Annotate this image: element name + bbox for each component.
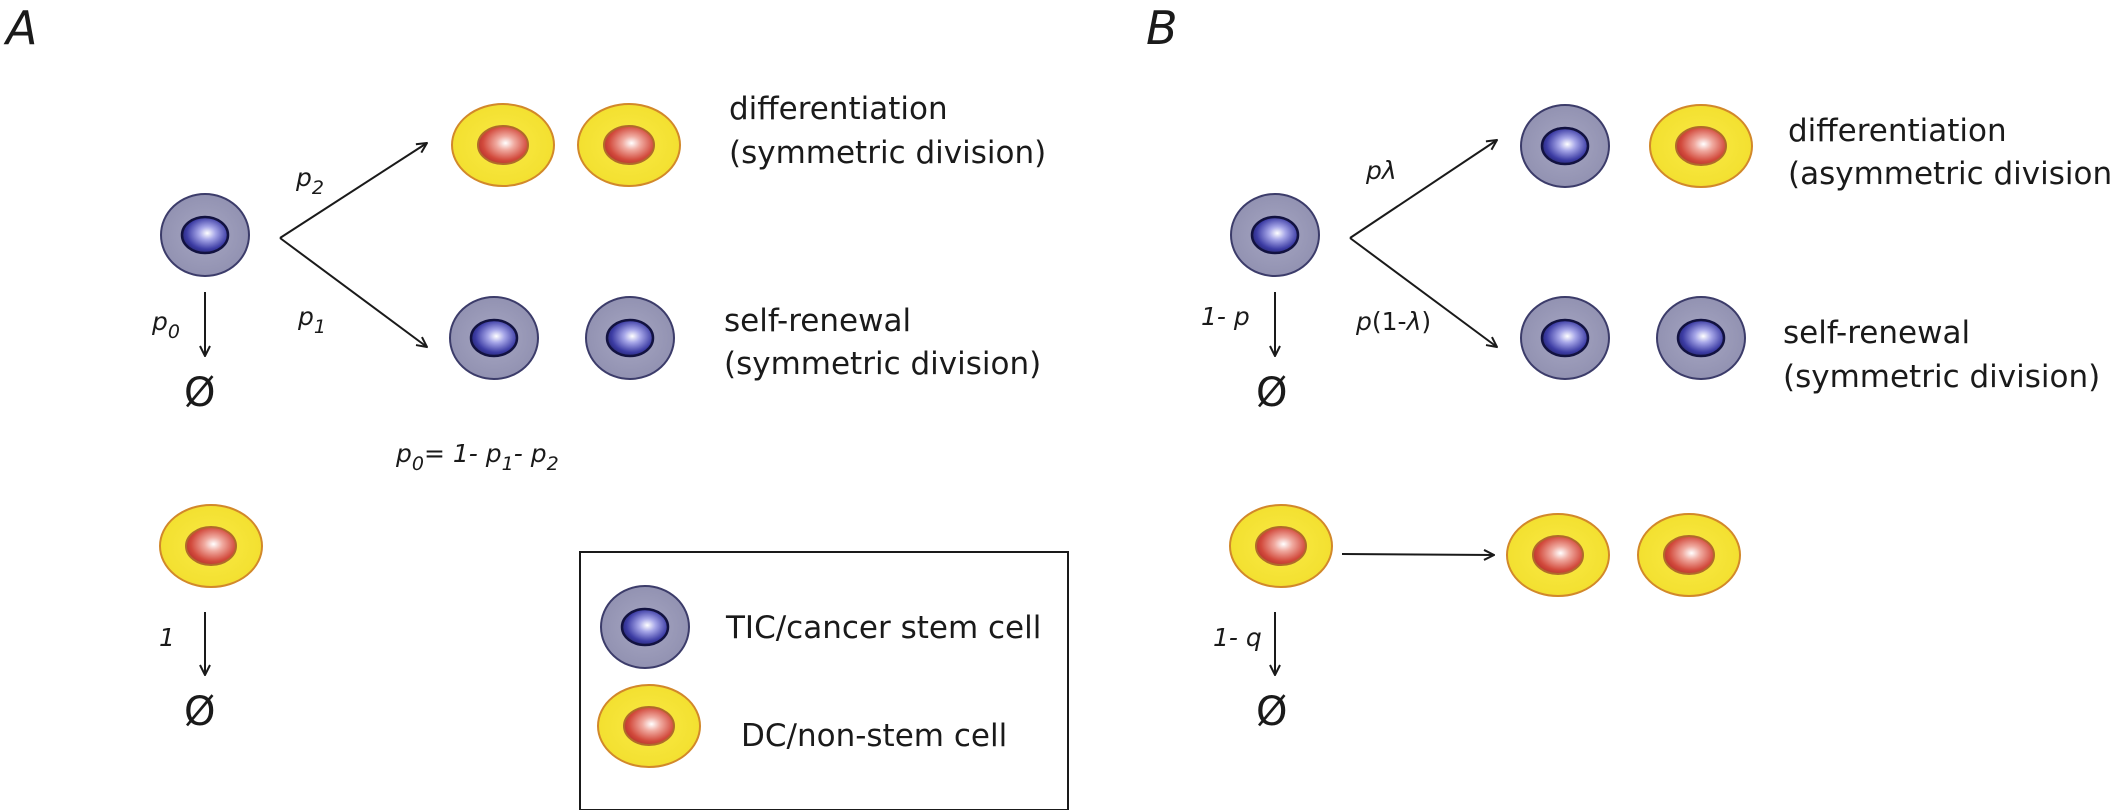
stem-cell-icon [159,192,251,278]
prob-p0-label: p0 [151,307,180,343]
dc-cell-icon [597,684,701,768]
legend-non-stem-cell: DC/non-stem cell [741,718,1007,754]
dc-cell-icon [1649,104,1753,188]
panel-b-label: B [1146,1,1178,55]
arrow-to-self-renewal [279,237,427,347]
self-renewal-type-b: (symmetric division) [1783,359,2100,395]
arrow-to-differentiation [279,143,427,239]
stem-cell-icon [448,295,540,381]
dc-cell-icon [1637,513,1741,597]
arrow-dc-division [1341,554,1494,555]
prob-death-b: 1- p [1201,302,1250,331]
differentiation-type-a: (symmetric division) [729,135,1046,171]
dc-cell-icon [1229,504,1333,588]
dc-cell-icon [451,103,555,187]
stem-cell-icon [1655,295,1747,381]
dc-cell-icon [1506,513,1610,597]
self-renewal-label-a: self-renewal [724,303,911,339]
probability-formula: p0= 1- p1- p2 [395,439,559,475]
differentiation-type-b: (asymmetric division) [1788,156,2112,192]
arrow-to-symmetric-division [1349,237,1497,347]
dc-cell-icon [577,103,681,187]
prob-renewal-b: p(1-λ) [1355,307,1431,336]
self-renewal-label-b: self-renewal [1783,315,1970,351]
stem-cell-icon [1229,192,1321,278]
dc-death-prob-a: 1 [159,623,175,652]
stem-cell-icon [1519,295,1611,381]
empty-set-symbol: Ø [184,370,215,416]
empty-set-symbol: Ø [184,689,215,735]
stem-cell-icon [1519,103,1611,189]
panel-a-label: A [3,1,37,55]
empty-set-symbol: Ø [1256,370,1287,416]
dc-cell-icon [159,504,263,588]
prob-p2-label: p2 [295,163,324,199]
differentiation-label-a: differentiation [729,91,948,127]
self-renewal-type-a: (symmetric division) [724,346,1041,382]
legend-stem-cell: TIC/cancer stem cell [725,610,1041,646]
stem-cell-icon [599,584,691,670]
differentiation-label-b: differentiation [1788,113,2007,149]
prob-p1-label: p1 [297,302,326,338]
dc-death-prob-b: 1- q [1213,623,1262,652]
arrow-to-asymmetric-division [1349,140,1497,239]
prob-differentiation-b: pλ [1365,156,1397,185]
empty-set-symbol: Ø [1256,689,1287,735]
stem-cell-icon [584,295,676,381]
